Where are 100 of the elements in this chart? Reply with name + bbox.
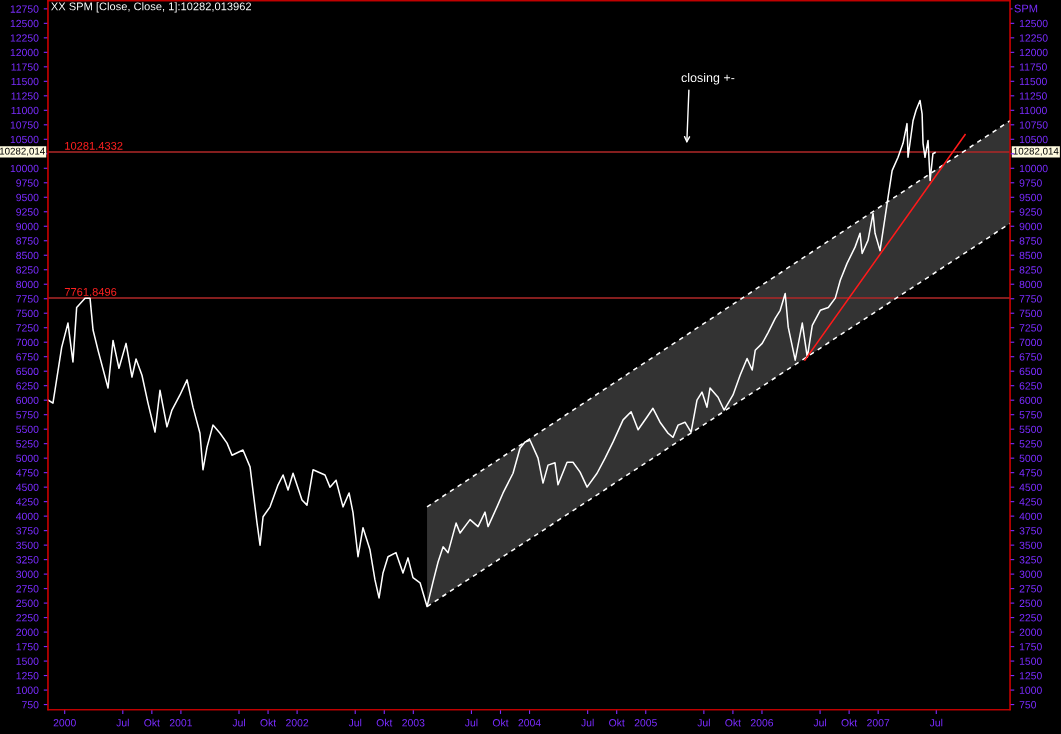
y2-tick-label: 10500 — [1019, 135, 1048, 144]
y2-tick-label: 11750 — [1019, 63, 1047, 71]
y2-tick-label: 1750 — [1019, 643, 1042, 651]
y-tick-label: 9250 — [16, 208, 39, 216]
y-tick-label: 8000 — [16, 280, 39, 289]
y2-tick-label: 1500 — [1019, 657, 1042, 665]
y-tick-label: 3000 — [16, 570, 39, 578]
x-tick-label: Okt — [144, 718, 160, 727]
y2-tick-label: 2250 — [1019, 614, 1042, 622]
y2-tick-label: 4500 — [1019, 483, 1042, 492]
y-tick-label: 7750 — [16, 295, 39, 303]
y-tick-label: 1250 — [16, 672, 39, 680]
y2-tick-label: 1000 — [1019, 686, 1042, 694]
y2-tick-label: 6250 — [1019, 382, 1042, 390]
y2-tick-label: 8750 — [1019, 237, 1042, 245]
x-tick-label: Okt — [376, 718, 393, 727]
y2-tick-label: 9750 — [1019, 179, 1042, 187]
y-tick-label: 4500 — [16, 483, 39, 492]
y-tick-label: 3250 — [16, 556, 39, 564]
y-tick-label: 5500 — [16, 425, 39, 434]
y-tick-label: 9750 — [16, 179, 39, 187]
y-tick-label: 6250 — [16, 382, 39, 390]
x-tick-label: Jul — [348, 718, 362, 727]
x-tick-label: Okt — [260, 718, 277, 727]
y2-tick-label: 12000 — [1019, 48, 1048, 57]
annotation: closing +- — [681, 72, 735, 85]
y-tick-label: 11750 — [11, 63, 39, 71]
y-tick-label: 3750 — [16, 527, 39, 535]
y-tick-label: 6000 — [16, 396, 39, 405]
chart-title: XX SPM [Close, Close, 1]:10282,013962 — [51, 2, 252, 13]
y2-tick-label: 7000 — [1019, 338, 1042, 347]
y2-tick-label: 2500 — [1019, 599, 1042, 607]
y-tick-label: 9500 — [16, 193, 39, 202]
x-tick-label: Okt — [841, 718, 858, 727]
y-tick-label: 6500 — [16, 367, 39, 376]
y2-tick-label: 3250 — [1019, 556, 1042, 564]
ref-line-label: 10281.4332 — [65, 141, 123, 150]
y-tick-label: 12000 — [10, 48, 39, 57]
y2-tick-label: 5000 — [1019, 454, 1042, 463]
y-tick-label: 7500 — [16, 309, 39, 318]
y-tick-label: 5750 — [16, 411, 39, 419]
y-tick-label: 4750 — [16, 469, 39, 477]
y-tick-label: 4250 — [16, 498, 39, 506]
y2-tick-label: 12500 — [1019, 19, 1048, 28]
y2-tick-label: 5250 — [1019, 440, 1042, 448]
x-tick-label: Jul — [929, 718, 943, 727]
y2-tick-label: 1250 — [1019, 672, 1042, 680]
y2-axis-title: SPM — [1014, 4, 1038, 13]
x-tick-label: Okt — [609, 718, 625, 727]
y2-tick-label: 11000 — [1019, 106, 1047, 115]
y2-tick-label: 3000 — [1019, 570, 1042, 578]
x-tick-label: 2004 — [518, 719, 541, 727]
y2-tick-label: 4000 — [1019, 512, 1042, 521]
x-tick-label: Okt — [725, 718, 741, 727]
x-tick-label: 2005 — [634, 719, 657, 727]
y2-tick-label: 7250 — [1019, 324, 1042, 332]
text: 10282,014 — [1013, 147, 1059, 156]
y-tick-label: 12500 — [10, 19, 39, 28]
x-tick-label: Jul — [697, 718, 710, 727]
x-tick-label: Okt — [492, 718, 509, 727]
y2-tick-label: 3500 — [1019, 541, 1042, 549]
x-tick-label: Jul — [581, 718, 594, 727]
y2-tick-label: 6000 — [1019, 396, 1042, 405]
y-tick-label: 8250 — [16, 266, 39, 274]
y-tick-label: 2500 — [16, 599, 39, 607]
x-tick-label: Jul — [232, 718, 245, 727]
y-tick-label: 10000 — [10, 164, 39, 173]
y-tick-label: 750 — [22, 701, 39, 709]
y2-tick-label: 4250 — [1019, 498, 1042, 506]
y-tick-label: 7000 — [16, 338, 39, 347]
y-tick-label: 1750 — [16, 643, 39, 651]
y-tick-label: 2750 — [16, 585, 39, 593]
x-tick-label: Jul — [116, 718, 129, 727]
y2-tick-label: 9500 — [1019, 193, 1042, 202]
y2-tick-label: 11500 — [1019, 77, 1047, 86]
x-tick-label: Jul — [464, 718, 478, 727]
y2-tick-label: 4750 — [1019, 469, 1042, 477]
text: 10282,014 — [0, 147, 45, 156]
y2-tick-label: 9250 — [1019, 208, 1042, 216]
y2-tick-label: 9000 — [1019, 222, 1042, 231]
y2-tick-label: 6500 — [1019, 367, 1042, 376]
y-tick-label: 7250 — [16, 324, 39, 332]
y2-tick-label: 3750 — [1019, 527, 1042, 535]
y-tick-label: 10500 — [10, 135, 39, 144]
y-tick-label: 6750 — [16, 353, 39, 361]
y2-tick-label: 5500 — [1019, 425, 1042, 434]
y2-tick-label: 7750 — [1019, 295, 1042, 303]
y-tick-label: 12750 — [10, 5, 39, 13]
y-tick-label: 10750 — [10, 121, 39, 129]
y-tick-label: 11500 — [11, 77, 39, 86]
y-tick-label: 9000 — [16, 222, 39, 231]
y2-tick-label: 10750 — [1019, 121, 1048, 129]
y2-tick-label: 8250 — [1019, 266, 1042, 274]
y-tick-label: 1000 — [16, 686, 39, 694]
x-tick-label: 2002 — [286, 719, 309, 727]
y-tick-label: 11250 — [11, 92, 39, 100]
y-tick-label: 1500 — [16, 657, 39, 665]
y-tick-label: 8500 — [16, 251, 39, 260]
y2-tick-label: 5750 — [1019, 411, 1042, 419]
y-tick-label: 8750 — [16, 237, 39, 245]
